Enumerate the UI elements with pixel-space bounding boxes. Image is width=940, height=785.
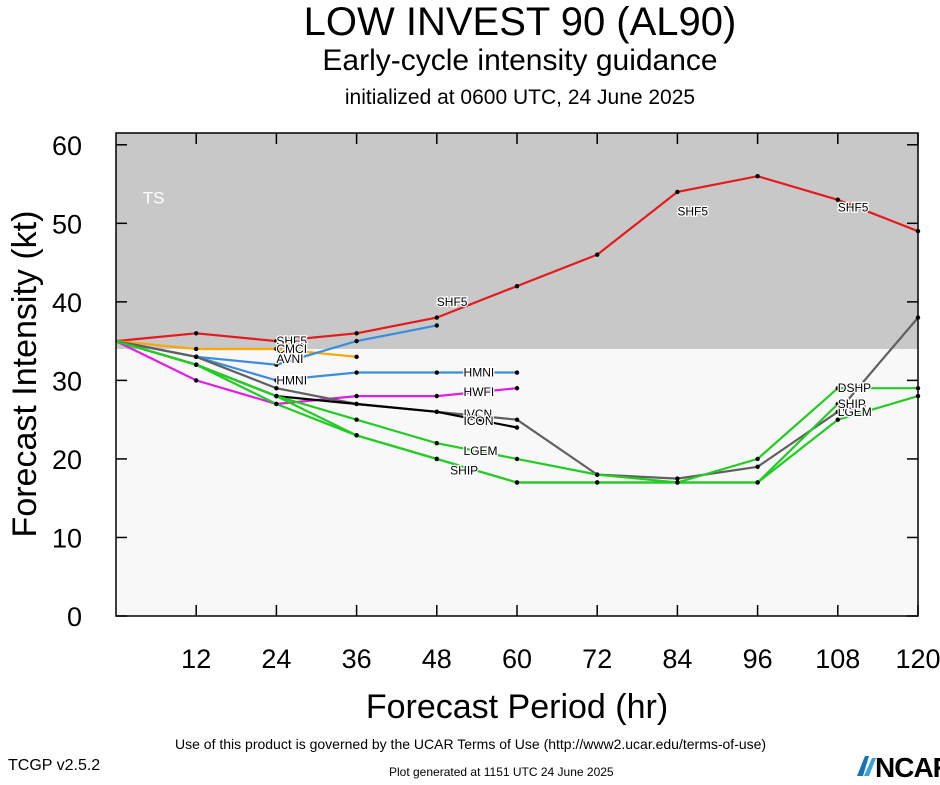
x-tick-label: 84 [662,644,692,674]
data-point [675,480,680,485]
data-point [274,362,279,367]
series-label-avni: AVNI [276,352,303,366]
data-point [755,456,760,462]
data-point [274,346,279,352]
series-label-ship: SHIP [838,397,866,411]
y-tick-label: 10 [52,523,82,553]
ncar-swoosh-icon [857,756,876,776]
series-label-hmni: HMNI [464,366,495,380]
intensity-band [116,133,918,349]
data-point [514,425,520,430]
data-point [755,480,760,485]
x-tick-label: 24 [261,644,291,674]
data-point [194,331,199,336]
data-point [514,386,520,391]
y-tick-label: 50 [52,209,82,239]
data-point [194,354,199,360]
data-point [595,252,600,257]
data-point [194,362,199,367]
data-point [274,386,279,391]
data-point [274,378,279,383]
data-point [835,197,840,202]
x-axis-label: Forecast Period (hr) [366,688,668,726]
plot-frame [115,132,919,617]
data-point [274,393,279,399]
data-point [514,456,520,462]
y-tick-label: 60 [52,131,82,161]
series-label-shf5: SHF5 [276,334,307,348]
data-point [595,480,600,485]
data-point [194,378,199,383]
series-label-lgem: LGEM [838,405,872,419]
data-point [434,315,439,320]
y-tick-label: 20 [52,445,82,475]
x-tick-label: 96 [743,644,773,674]
data-point [354,393,359,399]
terms-of-use: Use of this product is governed by the U… [175,736,767,752]
chart-title: LOW INVEST 90 (AL90) [303,0,737,44]
version-label: TCGP v2.5.2 [8,757,101,774]
data-point [755,464,760,469]
band-label: TS [143,189,165,208]
series-label-shf5: SHF5 [677,205,708,219]
data-point [514,370,520,375]
y-tick-label: 0 [67,602,82,632]
data-point [675,476,680,481]
data-point [514,283,520,289]
data-point [835,417,840,422]
data-point [434,370,439,375]
data-point [434,409,439,415]
data-point [434,456,439,462]
series-label-hwfi: HWFI [464,385,495,399]
x-tick-label: 48 [422,644,452,674]
data-point [194,346,199,352]
x-tick-label: 72 [582,644,612,674]
data-point [835,409,840,415]
series-label-dshp: DSHP [838,381,871,395]
x-tick-label: 60 [502,644,532,674]
init-time: initialized at 0600 UTC, 24 June 2025 [344,86,696,109]
x-tick-label: 12 [181,644,211,674]
data-point [755,173,760,179]
data-point [595,472,600,477]
ncar-logo: NCAR [855,752,940,783]
data-point [514,417,520,422]
ncar-logo-text: NCAR [875,752,940,783]
data-point [354,401,359,407]
data-point [675,189,680,195]
data-point [354,331,359,336]
series-line-ship [115,340,839,484]
data-point [354,417,359,422]
data-point [354,433,359,438]
y-tick-label: 40 [52,288,82,318]
data-point [514,480,520,485]
x-tick-label: 36 [342,644,372,674]
series-label-ship: SHIP [450,464,478,478]
series-label-icon: ICON [464,414,494,428]
data-point [434,323,439,328]
y-axis-label: Forecast Intensity (kt) [6,211,44,538]
data-point [354,338,359,344]
data-point [274,401,279,407]
data-point [354,370,359,375]
x-tick-label: 120 [895,644,940,674]
data-point [835,401,840,407]
series-label-shf5: SHF5 [838,201,869,215]
series-label-shf5: SHF5 [437,295,468,309]
data-point [835,386,840,391]
series-label-hmni: HMNI [276,373,307,387]
chart-subtitle: Early-cycle intensity guidance [322,44,718,77]
series-label-lgem: LGEM [464,444,498,458]
data-point [274,338,279,344]
x-tick-label: 108 [815,644,860,674]
data-point [434,393,439,399]
data-point [354,354,359,360]
generated-time: Plot generated at 1151 UTC 24 June 2025 [389,765,614,779]
series-label-cmci: CMCI [276,342,307,356]
y-tick-label: 30 [52,366,82,396]
data-point [434,441,439,446]
